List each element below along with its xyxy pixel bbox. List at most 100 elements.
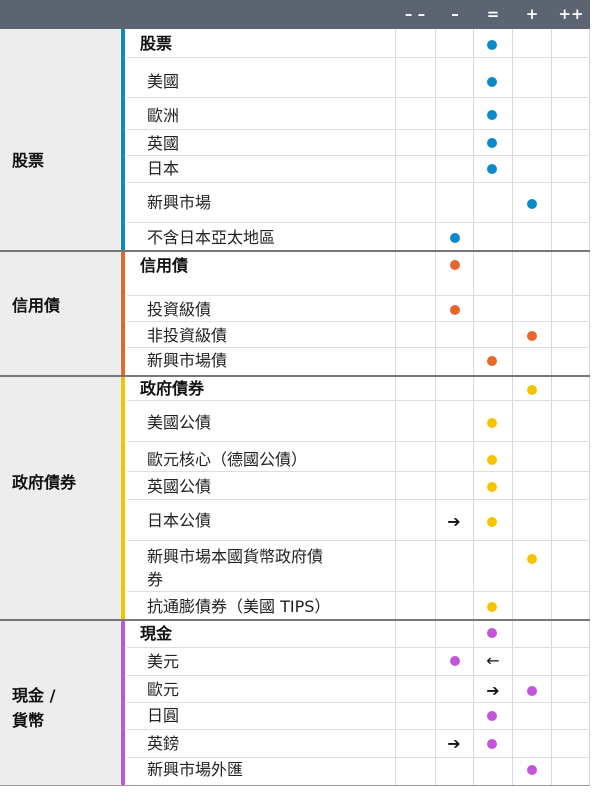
row-label: 日本 [147,159,180,178]
row-label: 投資級債 [147,300,212,319]
row-label: 券 [147,570,164,589]
grid-vline [435,29,436,785]
scale-overweight: + [525,5,539,23]
row-label: 新興市場 [147,193,212,212]
scale-strong-underweight: – – [404,5,426,23]
row-divider [127,155,590,156]
row-label: 抗通膨債券（美國 TIPS） [147,597,331,616]
jgb-dot [487,517,497,527]
europe-dot [487,110,497,120]
row-divider [127,729,590,730]
grid-vline [473,29,474,785]
cash-section-label-line2: 貨幣 [12,711,45,730]
cash-section-label: 現金 / [12,686,56,705]
gbp-dot [487,739,497,749]
row-divider [127,540,590,541]
row-divider [127,57,590,58]
equity-color-bar [121,29,125,250]
grid-vline [512,29,513,785]
row-divider [127,222,590,223]
row-divider [127,347,590,348]
gilt-dot [487,482,497,492]
credit-dot [450,260,460,270]
uk-dot [487,138,497,148]
row-label: 現金 [140,624,173,643]
row-divider [127,702,590,703]
apac-ex-japan-dot [450,233,460,243]
row-divider [127,97,590,98]
row-label: 美元 [147,652,180,671]
govt-color-bar [121,376,125,619]
row-label: 新興市場外匯 [147,760,244,779]
cash-color-bar [121,620,125,785]
row-divider [127,321,590,322]
scale-neutral: = [486,5,500,23]
row-label: 英國 [147,134,180,153]
left-arrow-icon: ← [486,651,500,670]
credit-color-bar [121,251,125,375]
grid-vline [395,29,396,785]
tips-dot [487,602,497,612]
right-arrow-icon: ➔ [447,512,461,531]
row-label: 非投資級債 [147,326,228,345]
row-label: 美國公債 [147,413,212,432]
cash-section-bg [0,620,120,785]
row-label: 歐洲 [147,106,180,125]
hy-dot [527,331,537,341]
section-divider [0,619,590,621]
row-label: 英國公債 [147,477,212,496]
row-divider [127,499,590,500]
bund-dot [487,455,497,465]
row-label: 新興市場本國貨幣政府債 [147,547,324,566]
em-debt-dot [487,356,497,366]
row-divider [127,182,590,183]
credit-section-label: 信用債 [12,296,61,315]
japan-dot [487,164,497,174]
row-divider [127,591,590,592]
row-label: 信用債 [140,256,189,275]
ust-dot [487,418,497,428]
row-label: 歐元核心（德國公債） [147,450,308,469]
row-label: 歐元 [147,680,180,699]
eur-dot [527,686,537,696]
row-divider [127,757,590,758]
row-label: 不含日本亞太地區 [147,228,276,247]
us-dot [487,77,497,87]
right-arrow-icon: ➔ [447,734,461,753]
scale-header: – – – = + ++ [0,0,590,29]
row-label: 日圓 [147,706,180,725]
row-divider [127,675,590,676]
section-divider [0,375,590,377]
right-arrow-icon: ➔ [486,681,500,700]
scale-strong-overweight: ++ [558,5,584,23]
row-divider [127,471,590,472]
govt-section-label: 政府債券 [12,473,77,492]
em-fx-dot [527,765,537,775]
govt-section-bg [0,376,120,619]
row-divider [127,400,590,401]
grid-vline [589,29,590,785]
cash-dot [487,628,497,638]
usd-dot [450,656,460,666]
section-divider [0,250,590,252]
govt-dot [527,385,537,395]
row-divider [127,295,590,296]
row-divider [127,647,590,648]
em-equity-dot [527,199,537,209]
row-label: 股票 [140,34,173,53]
section-divider [0,785,590,786]
row-label: 英鎊 [147,734,180,753]
credit-section-bg [0,251,120,375]
row-label: 美國 [147,72,180,91]
scale-underweight: – [451,5,459,23]
row-label: 新興市場債 [147,351,228,370]
ig-dot [450,305,460,315]
jpy-dot [487,711,497,721]
row-divider [127,129,590,130]
row-divider [127,441,590,442]
equity-dot [487,40,497,50]
row-label: 日本公債 [147,511,212,530]
grid-vline [551,29,552,785]
em-local-dot [527,554,537,564]
row-label: 政府債券 [140,379,205,398]
